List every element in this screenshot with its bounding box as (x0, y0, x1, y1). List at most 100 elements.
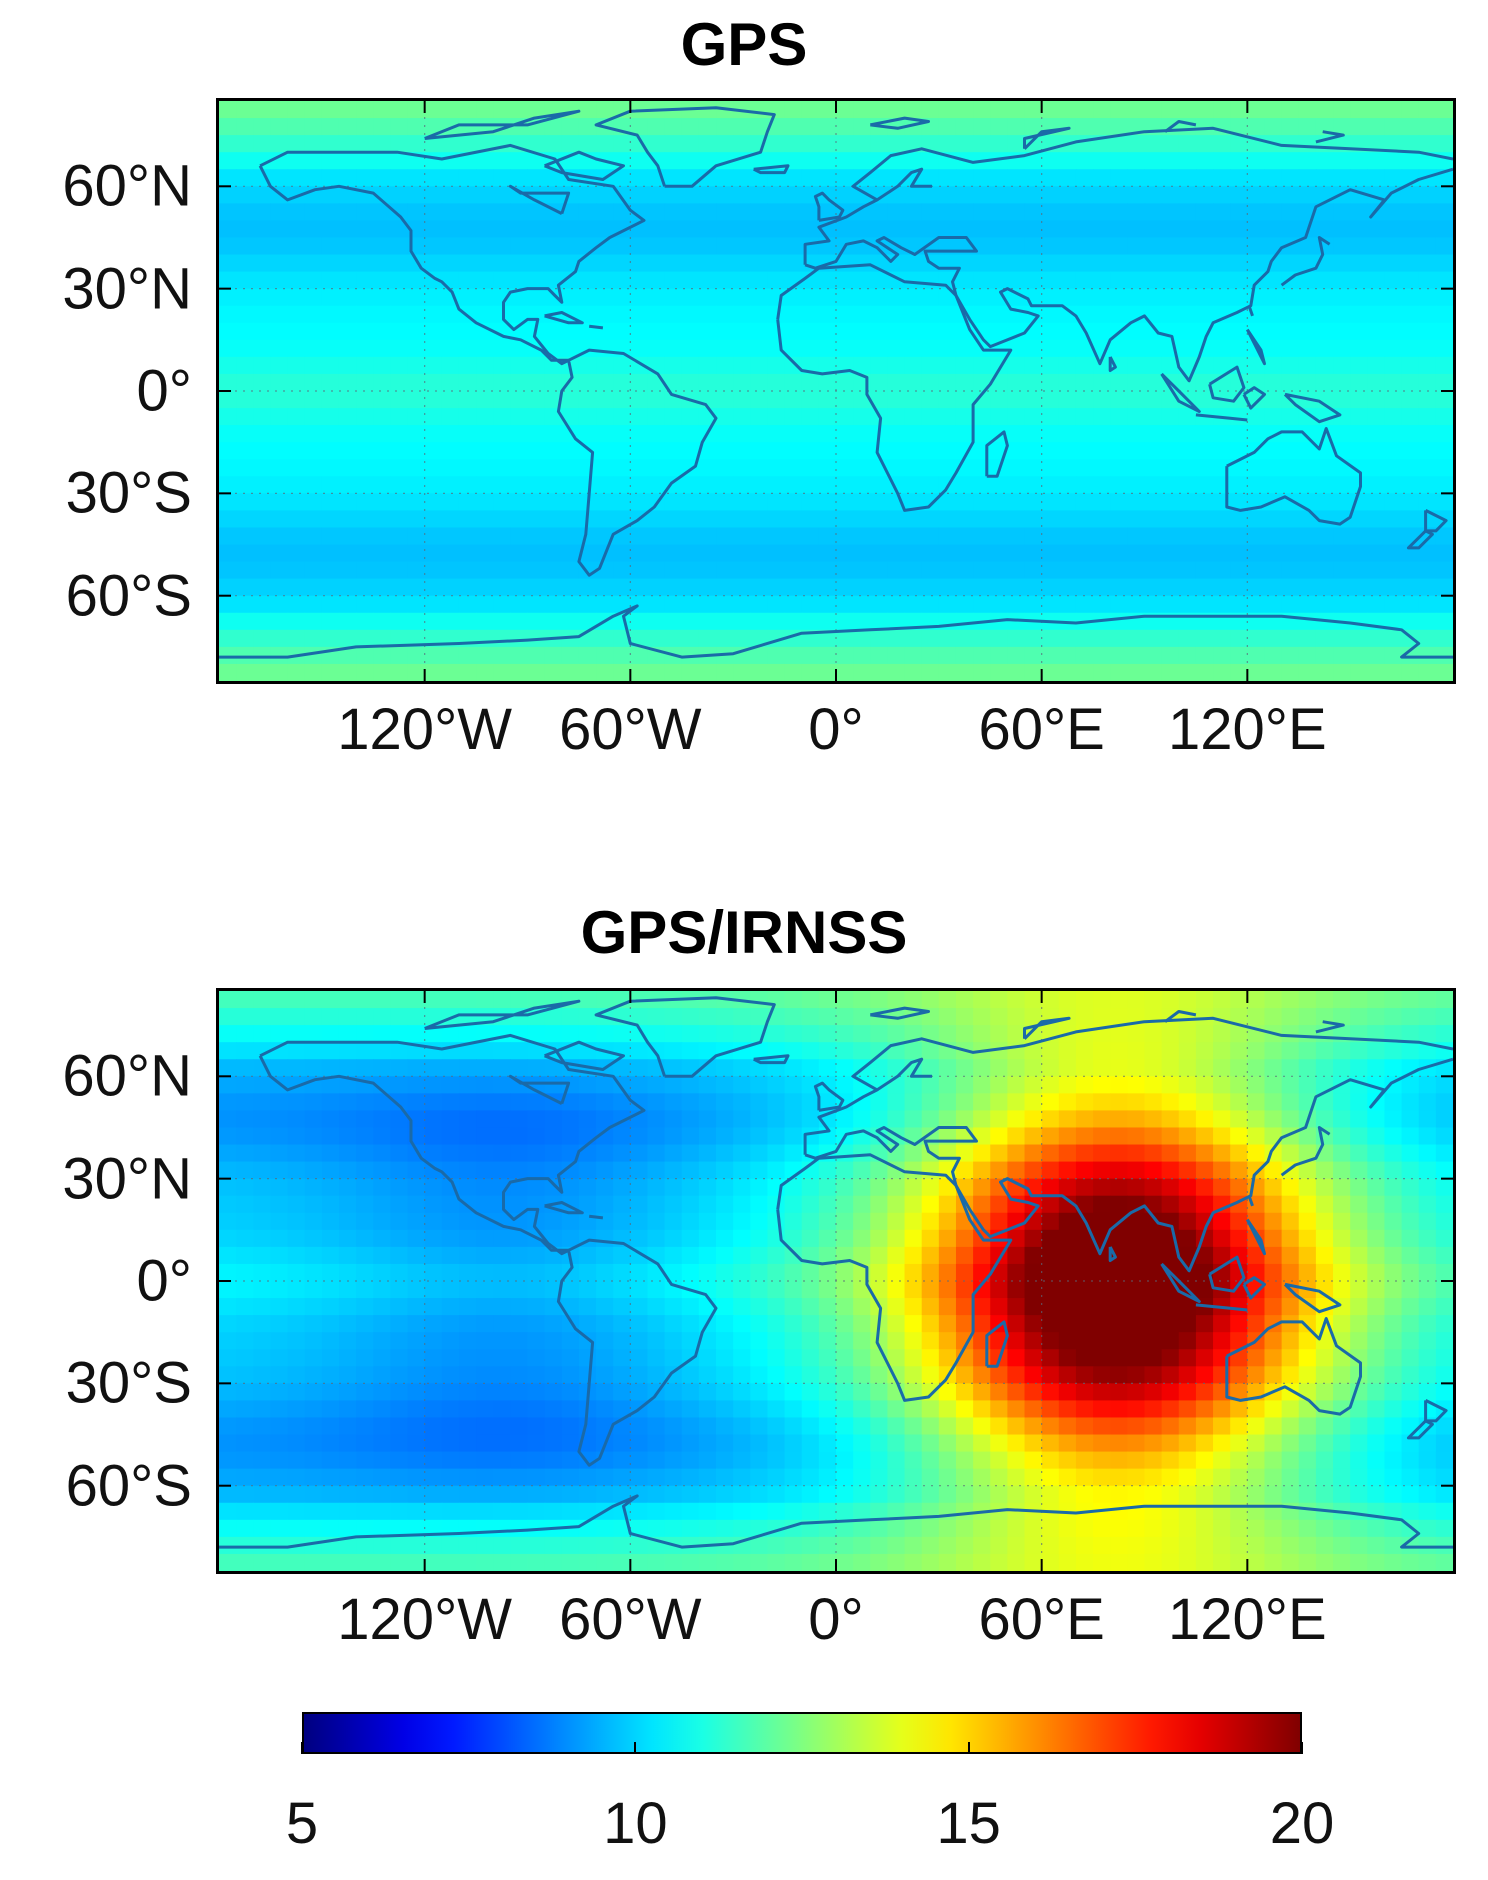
gps-irnss-map-field (219, 991, 1453, 1571)
gps-irnss-map-coastline (1406, 1419, 1434, 1440)
gps-map-coastlines (219, 106, 1453, 659)
map-panel-gps-irnss (216, 988, 1456, 1574)
gps-irnss-map-coastline (1160, 1262, 1201, 1303)
colorbar-tick-mark (301, 1742, 303, 1754)
gps-irnss-map-coastline (1315, 1020, 1345, 1034)
gps-lon-tick-label: 60°E (978, 697, 1105, 762)
gps-map-svg (219, 101, 1453, 681)
gps-map-coastline (1247, 305, 1254, 317)
gps-lat-tick-label: 30°S (65, 460, 192, 526)
gps-lat-tick-label: 60°S (65, 563, 192, 629)
gps-irnss-map-coastline (1280, 1126, 1331, 1177)
gps-irnss-map-coastline (1023, 1016, 1071, 1040)
colorbar-tick-mark (1301, 1742, 1303, 1754)
gps-irnss-map-coastline (556, 1238, 718, 1467)
gps-irnss-map-coastline (804, 1057, 1453, 1273)
gps-map-gridlines (219, 101, 1453, 681)
gps-map-coastline (813, 191, 845, 222)
gps-map-coastline (985, 430, 1009, 478)
gps-lat-tick-label: 60°N (62, 153, 192, 219)
gps-irnss-map-coastline (544, 1201, 584, 1215)
gps-irnss-map-svg (219, 991, 1453, 1571)
gps-map-coastline (556, 348, 718, 577)
colorbar-tick-label: 20 (1269, 1791, 1335, 1856)
gps-map-coastline (1242, 386, 1266, 410)
gps-irnss-lat-tick-label: 60°S (65, 1453, 192, 1519)
gps-irnss-map-coastline (1245, 1218, 1266, 1256)
gps-irnss-map-coastline (1225, 1317, 1362, 1416)
gps-irnss-map-tick-marks (219, 991, 1453, 1571)
colorbar (302, 1712, 1302, 1754)
gps-irnss-lon-tick-label: 60°E (978, 1587, 1105, 1652)
gps-irnss-lat-tick-label: 0° (136, 1248, 192, 1314)
gps-irnss-map-coastline (985, 1320, 1009, 1368)
gps-lat-tick-label: 0° (136, 358, 192, 424)
gps-lon-tick-label: 120°W (337, 697, 513, 762)
map-panel-gps (216, 98, 1456, 684)
gps-map-coastline (1225, 427, 1362, 526)
gps-irnss-map-coastlines (219, 996, 1453, 1549)
gps-map-coastline (876, 167, 932, 202)
gps-lon-tick-label: 60°W (559, 697, 702, 762)
gps-irnss-map-coastline (1242, 1276, 1266, 1300)
gps-map-coastline (1424, 509, 1448, 533)
gps-map-coastline (1280, 236, 1331, 287)
gps-irnss-map-coastline (870, 1006, 930, 1020)
gps-map-coastline (544, 150, 625, 181)
gps-map-coastline (1164, 120, 1197, 133)
gps-irnss-map-coastline (219, 1494, 1453, 1549)
gps-irnss-map-coastline (589, 1214, 604, 1220)
gps-irnss-map-coastline (594, 996, 776, 1078)
panel-title-gps: GPS (680, 11, 808, 78)
gps-irnss-map-coastline (258, 1033, 646, 1256)
gps-irnss-map-coastline (1108, 1246, 1117, 1262)
gps-irnss-map-coastline (1208, 1255, 1246, 1293)
gps-map-coastline (1283, 392, 1342, 424)
gps-map-coastline (1245, 328, 1266, 366)
colorbar-tick-label: 15 (936, 1791, 1001, 1856)
gps-irnss-lon-tick-label: 120°E (1168, 1587, 1327, 1652)
gps-irnss-lon-tick-label: 120°W (337, 1587, 513, 1652)
gps-irnss-lon-tick-label: 0° (808, 1587, 864, 1652)
gps-map-coastline (870, 116, 930, 130)
gps-map-coastline (1315, 130, 1345, 144)
gps-map-coastline (1195, 413, 1248, 422)
gps-lon-tick-label: 0° (808, 697, 864, 762)
gps-lat-tick-label: 30°N (62, 256, 192, 322)
gps-irnss-map-coastline (544, 1040, 625, 1071)
gps-irnss-lat-tick-label: 60°N (62, 1043, 192, 1109)
gps-irnss-map-coastline (753, 1054, 790, 1065)
gps-irnss-lat-tick-label: 30°S (65, 1350, 192, 1416)
gps-map-coastline (544, 311, 584, 325)
gps-irnss-map-coastline (1164, 1010, 1197, 1023)
gps-map-coastline (258, 143, 646, 366)
gps-map-coastline (594, 106, 776, 188)
gps-map-coastline (589, 324, 604, 330)
gps-map-coastline (753, 164, 790, 175)
colorbar-tick-label: 10 (603, 1791, 668, 1856)
gps-map-coastline (1208, 365, 1246, 403)
gps-irnss-map-coastline (876, 1057, 932, 1092)
gps-map-coastline (804, 167, 1453, 383)
gps-map-coastline (1108, 356, 1117, 372)
gps-irnss-lon-tick-label: 60°W (559, 1587, 702, 1652)
colorbar-tick-mark (967, 1742, 970, 1754)
gps-map-coastline (219, 604, 1453, 659)
gps-map-tick-marks (219, 101, 1453, 681)
gps-irnss-map-coastline (1283, 1282, 1342, 1314)
gps-map-coastline (803, 126, 1453, 265)
gps-irnss-map-coastline (1424, 1399, 1448, 1423)
gps-irnss-lat-tick-label: 30°N (62, 1146, 192, 1212)
colorbar-tick-label: 5 (285, 1791, 319, 1856)
gps-irnss-map-coastline (1195, 1303, 1248, 1312)
gps-irnss-map-coastline (776, 1153, 1013, 1402)
gps-map-coastline (776, 263, 1013, 512)
gps-lon-tick-label: 120°E (1168, 697, 1327, 762)
gps-irnss-map-coastline (803, 1016, 1453, 1155)
colorbar-tick-mark (634, 1742, 637, 1754)
gps-map-coastline (508, 184, 571, 215)
panel-title-gps-irnss: GPS/IRNSS (580, 899, 908, 966)
gps-irnss-map-coastline (813, 1081, 845, 1112)
gps-irnss-map-coastline (508, 1074, 571, 1105)
gps-map-coastline (1160, 372, 1201, 413)
